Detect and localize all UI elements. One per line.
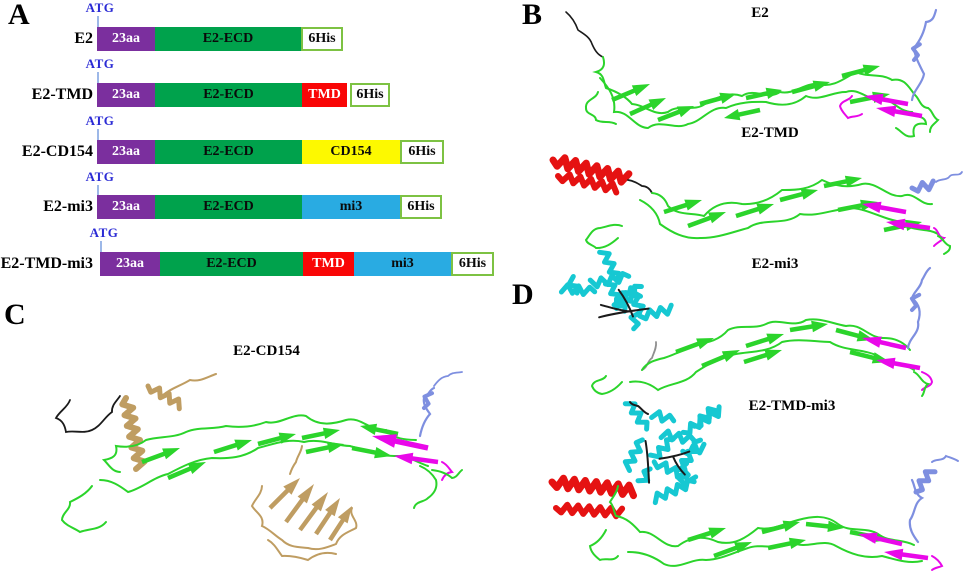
construct-bar-e2-cd154: 23aa E2-ECD CD154 6His — [97, 140, 444, 164]
segment-e2-ecd: E2-ECD — [155, 83, 302, 107]
segment-e2-ecd: E2-ECD — [155, 195, 302, 219]
structure-title-e2-tmd-mi3: E2-TMD-mi3 — [748, 398, 836, 414]
construct-name-e2-cd154: E2-CD154 — [21, 143, 93, 160]
atg-tick — [97, 16, 99, 27]
segment-signal-peptide: 23aa — [97, 140, 155, 164]
segment-his-tag: 6His — [301, 27, 343, 51]
panel-letter-a: A — [8, 0, 30, 31]
segment-signal-peptide: 23aa — [97, 83, 155, 107]
atg-label: ATG — [85, 113, 115, 128]
panel-letter-b: B — [522, 0, 543, 31]
structure-render-e2-tmd — [549, 154, 963, 255]
segment-signal-peptide: 23aa — [97, 27, 155, 51]
atg-label: ATG — [89, 225, 119, 240]
segment-his-tag: 6His — [350, 83, 390, 107]
atg-label: ATG — [85, 169, 115, 184]
segment-mi3: mi3 — [302, 195, 400, 219]
segment-his-tag: 6His — [400, 195, 442, 219]
panel-letter-d: D — [512, 278, 534, 311]
construct-bar-e2-tmd-mi3: 23aa E2-ECD TMD mi3 6His — [100, 252, 494, 276]
construct-name-e2-tmd-mi3: E2-TMD-mi3 — [0, 255, 93, 272]
construct-bar-e2-tmd: 23aa E2-ECD TMD 6His — [97, 83, 390, 107]
construct-name-e2-tmd: E2-TMD — [31, 86, 93, 103]
atg-tick — [97, 129, 99, 140]
structure-render-e2-tmd-mi3 — [548, 401, 959, 571]
segment-signal-peptide: 23aa — [100, 252, 160, 276]
structure-title-e2-tmd: E2-TMD — [741, 125, 799, 141]
atg-label: ATG — [85, 56, 115, 71]
segment-e2-ecd: E2-ECD — [155, 140, 302, 164]
segment-e2-ecd: E2-ECD — [155, 27, 301, 51]
construct-name-e2-mi3: E2-mi3 — [43, 198, 93, 215]
segment-cd154: CD154 — [302, 140, 400, 164]
segment-his-tag: 6His — [451, 252, 494, 276]
segment-signal-peptide: 23aa — [97, 195, 155, 219]
segment-e2-ecd: E2-ECD — [160, 252, 303, 276]
atg-tick — [100, 241, 102, 252]
segment-tmd: TMD — [302, 83, 347, 107]
construct-name-e2: E2 — [74, 30, 93, 47]
structure-render-e2-mi3 — [558, 249, 934, 397]
structure-render-e2-cd154 — [54, 371, 463, 562]
atg-tick — [97, 185, 99, 195]
atg-label: ATG — [85, 0, 115, 15]
segment-tmd: TMD — [303, 252, 354, 276]
structure-title-e2: E2 — [751, 5, 769, 21]
construct-bar-e2: 23aa E2-ECD 6His — [97, 27, 343, 51]
segment-his-tag: 6His — [400, 140, 444, 164]
construct-bar-e2-mi3: 23aa E2-ECD mi3 6His — [97, 195, 442, 219]
segment-mi3: mi3 — [354, 252, 451, 276]
atg-tick — [97, 72, 99, 83]
structure-title-e2-cd154: E2-CD154 — [233, 343, 300, 359]
panel-letter-c: C — [4, 298, 26, 331]
structure-render-e2 — [565, 8, 940, 138]
structure-title-e2-mi3: E2-mi3 — [751, 256, 799, 272]
